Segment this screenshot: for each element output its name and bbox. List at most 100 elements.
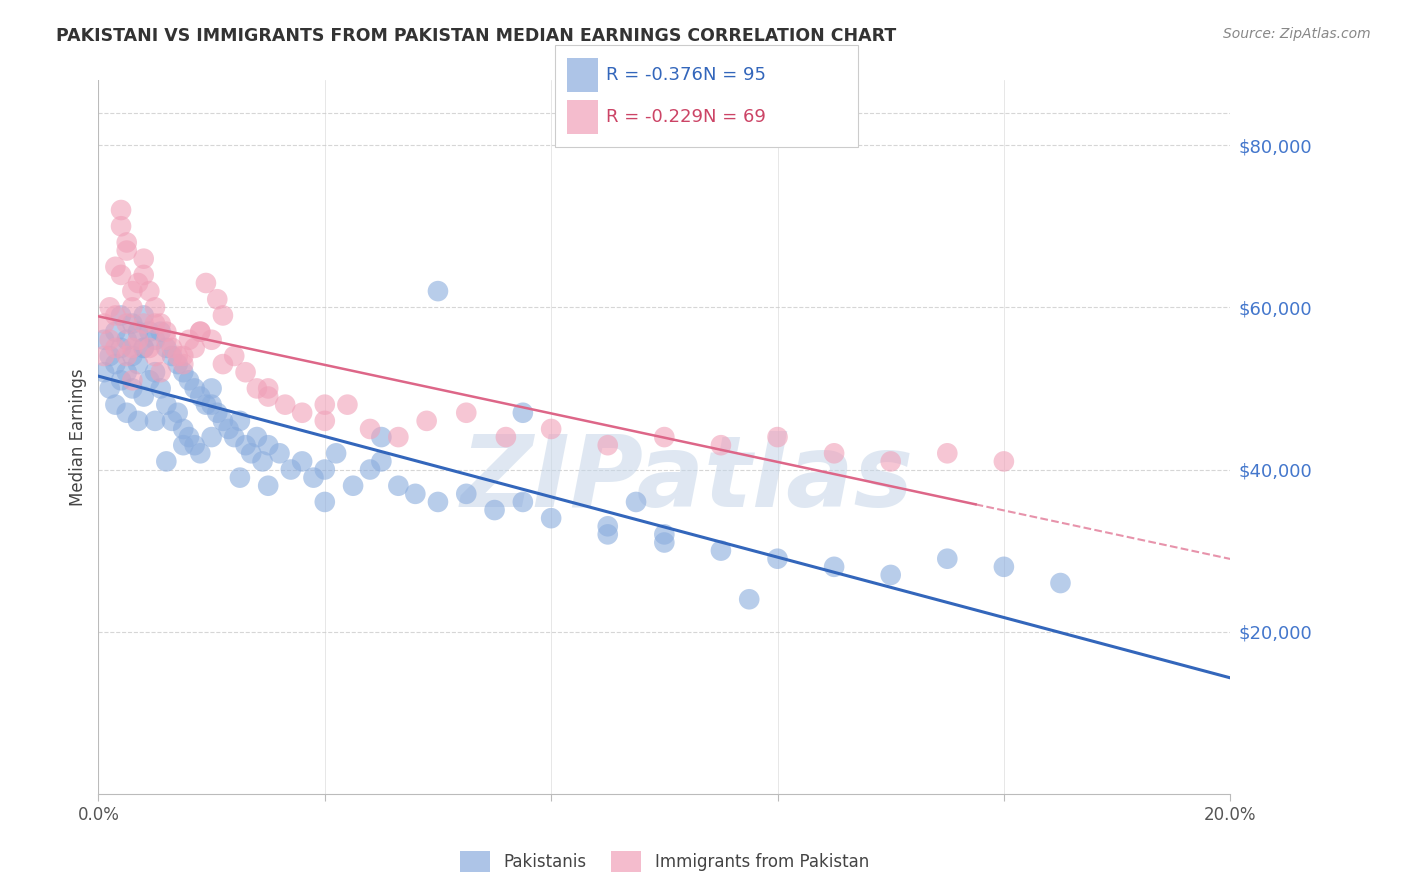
- Point: [823, 446, 845, 460]
- Point: [359, 462, 381, 476]
- Point: [218, 422, 240, 436]
- Point: [143, 317, 166, 331]
- Point: [132, 309, 155, 323]
- Point: [652, 527, 676, 541]
- Point: [235, 438, 257, 452]
- Point: [143, 365, 166, 379]
- Point: [291, 454, 314, 468]
- Point: [246, 430, 269, 444]
- Point: [121, 284, 143, 298]
- Point: [138, 341, 160, 355]
- Point: [155, 325, 177, 339]
- Point: [1049, 576, 1071, 591]
- Point: [166, 349, 188, 363]
- Point: [540, 511, 562, 525]
- Point: [104, 357, 127, 371]
- Point: [823, 559, 845, 574]
- Point: [738, 592, 761, 607]
- Point: [212, 414, 235, 428]
- Point: [201, 381, 224, 395]
- Point: [201, 430, 224, 444]
- Point: [115, 333, 138, 347]
- Point: [257, 381, 280, 395]
- Point: [172, 365, 194, 379]
- Point: [104, 260, 127, 274]
- Point: [257, 479, 280, 493]
- Y-axis label: Median Earnings: Median Earnings: [69, 368, 87, 506]
- Text: N = 95: N = 95: [703, 66, 766, 84]
- Point: [359, 422, 381, 436]
- Point: [224, 430, 246, 444]
- Point: [201, 398, 224, 412]
- Point: [93, 349, 115, 363]
- Text: ZIPatlas: ZIPatlas: [460, 432, 914, 528]
- Point: [257, 438, 280, 452]
- Point: [98, 381, 121, 395]
- Point: [314, 495, 336, 509]
- Point: [110, 341, 132, 355]
- Point: [404, 487, 426, 501]
- Point: [325, 446, 347, 460]
- Point: [115, 349, 138, 363]
- Point: [314, 398, 336, 412]
- Point: [127, 357, 149, 371]
- Point: [93, 317, 115, 331]
- Point: [427, 495, 450, 509]
- Point: [880, 568, 903, 582]
- Point: [188, 325, 211, 339]
- Point: [127, 276, 149, 290]
- Point: [183, 381, 205, 395]
- Point: [269, 446, 291, 460]
- Point: [160, 414, 183, 428]
- Point: [183, 341, 205, 355]
- Point: [342, 479, 364, 493]
- Point: [143, 414, 166, 428]
- Point: [495, 430, 517, 444]
- Point: [177, 430, 200, 444]
- Legend: Pakistanis, Immigrants from Pakistan: Pakistanis, Immigrants from Pakistan: [453, 845, 876, 879]
- Point: [121, 317, 143, 331]
- Point: [246, 381, 269, 395]
- Point: [115, 317, 138, 331]
- Point: [177, 373, 200, 387]
- Point: [110, 219, 132, 234]
- Point: [132, 341, 155, 355]
- Point: [132, 390, 155, 404]
- Point: [115, 244, 138, 258]
- Point: [212, 309, 235, 323]
- Point: [132, 317, 155, 331]
- Point: [138, 325, 160, 339]
- Point: [274, 398, 297, 412]
- Point: [652, 535, 676, 549]
- Point: [104, 325, 127, 339]
- Point: [291, 406, 314, 420]
- Point: [710, 543, 733, 558]
- Point: [160, 341, 183, 355]
- Point: [115, 365, 138, 379]
- Point: [155, 341, 177, 355]
- Point: [229, 470, 252, 484]
- Point: [93, 365, 115, 379]
- Point: [172, 357, 194, 371]
- Point: [229, 414, 252, 428]
- Point: [207, 292, 229, 306]
- Point: [110, 268, 132, 282]
- Point: [155, 333, 177, 347]
- Point: [484, 503, 506, 517]
- Point: [132, 341, 155, 355]
- Point: [160, 349, 183, 363]
- Point: [652, 430, 676, 444]
- Point: [194, 398, 217, 412]
- Point: [188, 390, 211, 404]
- Point: [188, 446, 211, 460]
- Point: [132, 252, 155, 266]
- Point: [336, 398, 359, 412]
- Point: [183, 438, 205, 452]
- Point: [149, 381, 172, 395]
- Point: [302, 470, 325, 484]
- Point: [387, 479, 409, 493]
- Point: [710, 438, 733, 452]
- Point: [143, 333, 166, 347]
- Point: [93, 333, 115, 347]
- Point: [936, 446, 959, 460]
